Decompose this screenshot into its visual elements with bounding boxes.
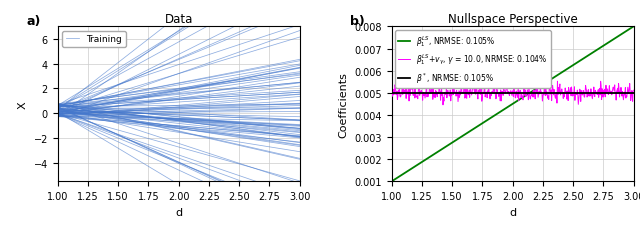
$\beta_1^{LS}$+$v_\gamma$, $\gamma$ = 10.0, NRMSE: 0.104%: (2.65, 0.00518): 0.104%: (2.65, 0.00518) bbox=[587, 88, 595, 91]
$\beta^*$, NRMSE: 0.105%: (3, 0.005): 0.105%: (3, 0.005) bbox=[630, 92, 637, 95]
Training bbox=[202, 118, 209, 121]
$\beta^*$, NRMSE: 0.105%: (2.19, 0.005): 0.105%: (2.19, 0.005) bbox=[532, 92, 540, 95]
$\beta^*$, NRMSE: 0.105%: (2.64, 0.005): 0.105%: (2.64, 0.005) bbox=[586, 92, 594, 95]
$\beta_1^{LS}$+$v_\gamma$, $\gamma$ = 10.0, NRMSE: 0.104%: (2.09, 0.00468): 0.104%: (2.09, 0.00468) bbox=[519, 99, 527, 102]
$\beta_1^{LS}$, NRMSE: 0.105%: (3, 0.008): 0.105%: (3, 0.008) bbox=[630, 26, 637, 29]
$\beta_1^{LS}$+$v_\gamma$, $\gamma$ = 10.0, NRMSE: 0.104%: (2.19, 0.00516): 0.104%: (2.19, 0.00516) bbox=[532, 89, 540, 91]
Text: b): b) bbox=[351, 15, 365, 28]
$\beta^*$, NRMSE: 0.105%: (2.08, 0.005): 0.105%: (2.08, 0.005) bbox=[518, 92, 526, 95]
Legend: Training: Training bbox=[62, 32, 126, 48]
Title: Nullspace Perspective: Nullspace Perspective bbox=[448, 13, 577, 26]
$\beta^*$, NRMSE: 0.105%: (2.95, 0.005): 0.105%: (2.95, 0.005) bbox=[624, 92, 632, 95]
Training bbox=[258, 119, 266, 122]
$\beta_1^{LS}$, NRMSE: 0.105%: (2.64, 0.00674): 0.105%: (2.64, 0.00674) bbox=[586, 54, 594, 57]
X-axis label: d: d bbox=[175, 207, 182, 217]
Line: Training: Training bbox=[58, 116, 300, 121]
Training bbox=[198, 118, 205, 121]
$\beta^*$, NRMSE: 0.105%: (1, 0.005): 0.105%: (1, 0.005) bbox=[388, 92, 396, 95]
$\beta_1^{LS}$+$v_\gamma$, $\gamma$ = 10.0, NRMSE: 0.104%: (1.95, 0.00525): 0.104%: (1.95, 0.00525) bbox=[503, 86, 511, 89]
Line: $\beta_1^{LS}$, NRMSE: 0.105%: $\beta_1^{LS}$, NRMSE: 0.105% bbox=[392, 27, 634, 182]
$\beta_1^{LS}$, NRMSE: 0.105%: (1, 0.001): 0.105%: (1, 0.001) bbox=[388, 180, 396, 183]
Training bbox=[54, 115, 61, 118]
Line: $\beta_1^{LS}$+$v_\gamma$, $\gamma$ = 10.0, NRMSE: 0.104%: $\beta_1^{LS}$+$v_\gamma$, $\gamma$ = 10… bbox=[392, 82, 634, 105]
Training bbox=[197, 118, 205, 121]
$\beta_1^{LS}$+$v_\gamma$, $\gamma$ = 10.0, NRMSE: 0.104%: (3, 0.00512): 0.104%: (3, 0.00512) bbox=[630, 89, 637, 92]
$\beta_1^{LS}$, NRMSE: 0.105%: (2.95, 0.00783): 0.105%: (2.95, 0.00783) bbox=[624, 30, 632, 32]
Training bbox=[273, 119, 281, 122]
Training bbox=[296, 120, 303, 123]
Y-axis label: X: X bbox=[18, 101, 28, 108]
$\beta_1^{LS}$, NRMSE: 0.105%: (1.96, 0.00437): 0.105%: (1.96, 0.00437) bbox=[504, 106, 512, 109]
$\beta^*$, NRMSE: 0.105%: (1.96, 0.005): 0.105%: (1.96, 0.005) bbox=[504, 92, 512, 95]
Title: Data: Data bbox=[164, 13, 193, 26]
Y-axis label: Coefficients: Coefficients bbox=[339, 72, 349, 137]
$\beta^*$, NRMSE: 0.105%: (1.95, 0.005): 0.105%: (1.95, 0.005) bbox=[502, 92, 510, 95]
$\beta_1^{LS}$, NRMSE: 0.105%: (2.19, 0.00517): 0.105%: (2.19, 0.00517) bbox=[532, 88, 540, 91]
$\beta_1^{LS}$+$v_\gamma$, $\gamma$ = 10.0, NRMSE: 0.104%: (2.96, 0.00497): 0.104%: (2.96, 0.00497) bbox=[625, 93, 632, 96]
$\beta_1^{LS}$+$v_\gamma$, $\gamma$ = 10.0, NRMSE: 0.104%: (2.37, 0.00552): 0.104%: (2.37, 0.00552) bbox=[554, 81, 561, 83]
$\beta_1^{LS}$+$v_\gamma$, $\gamma$ = 10.0, NRMSE: 0.104%: (1.42, 0.00446): 0.104%: (1.42, 0.00446) bbox=[439, 104, 447, 107]
Text: a): a) bbox=[26, 15, 40, 28]
$\beta_1^{LS}$+$v_\gamma$, $\gamma$ = 10.0, NRMSE: 0.104%: (1.97, 0.00506): 0.104%: (1.97, 0.00506) bbox=[504, 91, 512, 94]
$\beta_1^{LS}$, NRMSE: 0.105%: (1.95, 0.00432): 0.105%: (1.95, 0.00432) bbox=[502, 107, 510, 110]
Training bbox=[54, 115, 62, 118]
X-axis label: d: d bbox=[509, 207, 516, 217]
$\beta_1^{LS}$, NRMSE: 0.105%: (2.08, 0.00479): 0.105%: (2.08, 0.00479) bbox=[518, 97, 526, 99]
$\beta_1^{LS}$+$v_\gamma$, $\gamma$ = 10.0, NRMSE: 0.104%: (1, 0.00505): 0.104%: (1, 0.00505) bbox=[388, 91, 396, 94]
Legend: $\beta_1^{LS}$, NRMSE: 0.105%, $\beta_1^{LS}$+$v_\gamma$, $\gamma$ = 10.0, NRMSE: $\beta_1^{LS}$, NRMSE: 0.105%, $\beta_1^… bbox=[396, 31, 550, 88]
